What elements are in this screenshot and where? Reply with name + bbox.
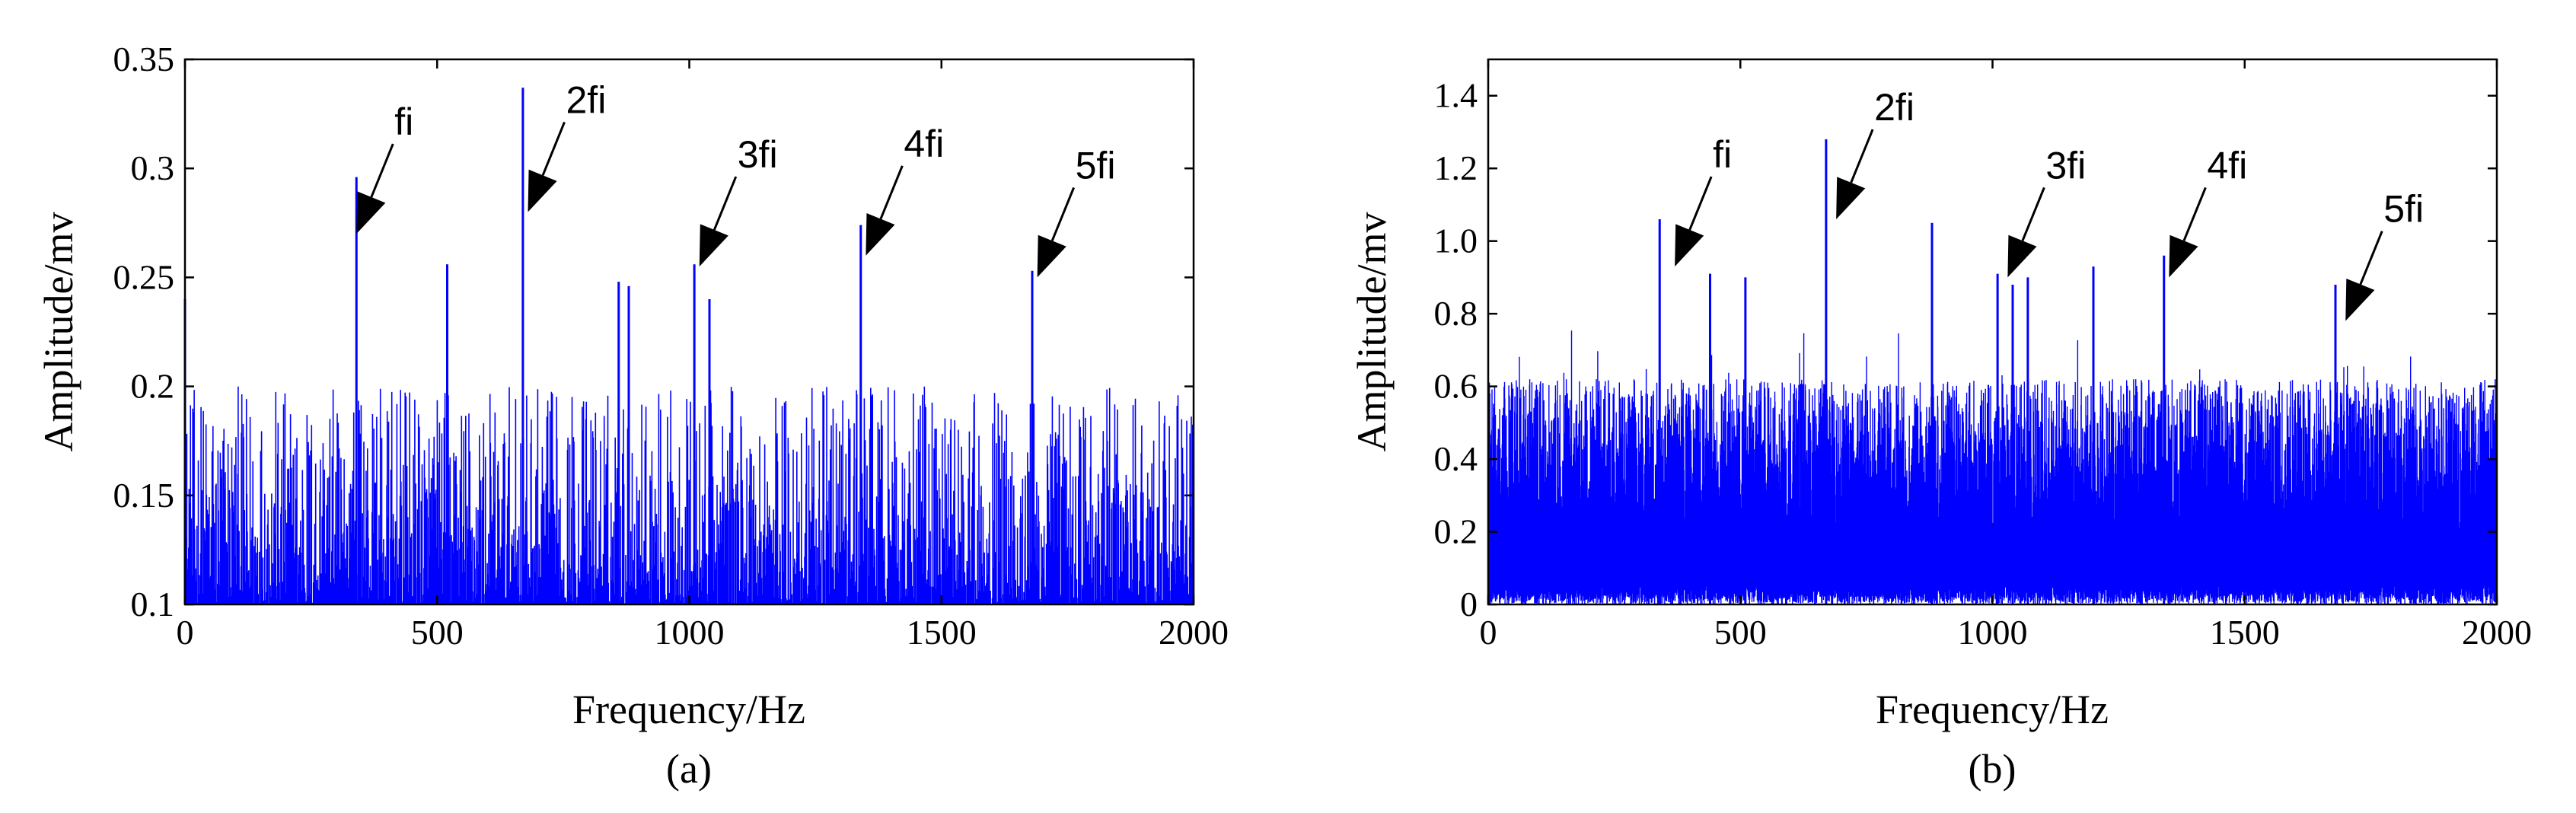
panel-a-annotations: fi 2fi 3fi 4fi 5fi: [356, 78, 1116, 278]
panel-b-arrow-shaft-0: [1688, 176, 1713, 231]
panel-a-annotation-label-1: 2fi: [566, 78, 607, 121]
panel-a-x-ticks: 0 500 1000 1500 2000: [177, 59, 1229, 652]
panel-b-arrow-shaft-1: [1850, 129, 1874, 183]
panel-a-x-tick-label-0: 0: [177, 613, 194, 652]
panel-b-arrow-head-2: [2007, 234, 2037, 278]
panel-a-y-tick-label-5: 0.35: [113, 40, 175, 78]
panel-a-y-tick-label-1: 0.15: [113, 476, 175, 515]
panel-a-arrow-shaft-2: [713, 176, 738, 231]
panel-b-x-tick-label-0: 0: [1480, 613, 1497, 652]
panel-b-annotation-label-2: 3fi: [2045, 144, 2086, 187]
panel-b-arrow-head-3: [2169, 234, 2198, 278]
panel-a: 0 500 1000 1500 2000 0.1 0.15 0.2 0.25 0.3 0.35 f…: [36, 40, 1229, 792]
panel-b-annotation-label-3: 4fi: [2207, 144, 2247, 187]
panel-a-annotation-label-0: fi: [394, 100, 413, 143]
panel-a-arrow-shaft-1: [541, 121, 566, 176]
panel-b-annotations: fi 2fi 3fi 4fi 5fi: [1675, 86, 2424, 321]
panel-a-x-tick-label-1: 500: [411, 613, 464, 652]
panel-a-x-axis-title: Frequency/Hz: [572, 687, 805, 732]
panel-a-peaks: [183, 88, 1034, 604]
panel-a-x-tick-label-3: 1500: [907, 613, 977, 652]
panel-b-y-tick-label-4: 0.8: [1434, 294, 1478, 333]
panel-b-x-axis-title: Frequency/Hz: [1876, 687, 2109, 732]
panel-a-y-tick-label-4: 0.3: [131, 148, 175, 187]
panel-b-x-tick-label-2: 1000: [1958, 613, 2028, 652]
panel-b-spectrum: [1487, 330, 2498, 604]
panel-a-arrow-shaft-4: [1050, 187, 1076, 241]
panel-b-y-tick-label-3: 0.6: [1434, 367, 1478, 406]
panel-b-y-tick-label-7: 1.4: [1434, 76, 1478, 115]
panel-b-annotation-label-4: 5fi: [2383, 188, 2424, 231]
panel-a-x-tick-label-4: 2000: [1159, 613, 1229, 652]
panel-a-y-tick-label-2: 0.2: [131, 367, 175, 406]
panel-b-y-tick-label-1: 0.2: [1434, 512, 1478, 551]
panel-b-x-tick-label-3: 1500: [2210, 613, 2280, 652]
panel-b: 0 500 1000 1500 2000 00.20.40.60.81.01.21.4 …: [1349, 58, 2532, 792]
panel-a-x-tick-label-2: 1000: [655, 613, 725, 652]
panel-a-arrow-head-2: [699, 224, 728, 267]
panel-b-arrow-shaft-2: [2021, 187, 2045, 241]
panel-a-arrow-head-4: [1037, 234, 1066, 278]
panel-b-y-tick-label-2: 0.4: [1434, 439, 1478, 478]
panel-b-arrow-head-4: [2345, 278, 2375, 321]
panel-b-x-ticks: 0 500 1000 1500 2000: [1480, 59, 2532, 652]
panel-b-arrow-shaft-3: [2182, 187, 2207, 241]
panel-b-y-ticks: 0 0.2 0.4 0.6 0.8 1.0 1.2 1.4: [1434, 76, 2497, 623]
panel-b-y-tick-label-5: 1.0: [1434, 222, 1478, 260]
panel-a-label: (a): [666, 746, 712, 792]
panel-a-y-tick-label-0: 0.1: [131, 585, 175, 623]
panel-b-arrow-shaft-4: [2359, 231, 2383, 285]
panel-b-x-tick-label-4: 2000: [2462, 613, 2532, 652]
panel-a-arrow-shaft-0: [370, 143, 394, 198]
panel-b-x-tick-label-1: 500: [1714, 613, 1767, 652]
panel-b-annotation-label-0: fi: [1713, 133, 1732, 176]
panel-a-y-axis-title: Amplitude/mv: [36, 212, 81, 452]
panel-b-peaks: [1658, 139, 2337, 604]
panel-a-noise-spectrum: [185, 386, 1194, 604]
panel-b-y-tick-label-0: 0: [1460, 585, 1478, 623]
panel-b-arrow-head-1: [1836, 177, 1866, 220]
panel-b-label: (b): [1969, 746, 2016, 792]
panel-a-arrow-head-0: [356, 191, 386, 234]
panel-a-arrow-head-3: [866, 213, 895, 256]
panel-a-arrow-head-1: [528, 169, 557, 212]
panel-a-y-ticks: 0.1 0.15 0.2 0.25 0.3 0.35: [113, 40, 1194, 623]
panel-a-y-tick-label-3: 0.25: [113, 257, 175, 296]
panel-a-arrow-shaft-3: [879, 165, 904, 220]
panel-b-y-axis-title: Amplitude/mv: [1349, 212, 1395, 452]
panel-b-arrow-head-0: [1675, 224, 1704, 267]
panel-a-annotation-label-3: 4fi: [904, 123, 944, 165]
panel-b-noise-spectrum: [1487, 330, 2498, 604]
panel-a-spectrum: [185, 386, 1194, 604]
panel-b-y-tick-label-6: 1.2: [1434, 148, 1478, 187]
panel-a-annotation-label-2: 3fi: [738, 133, 778, 176]
panel-b-annotation-label-1: 2fi: [1874, 86, 1914, 129]
panel-a-annotation-label-4: 5fi: [1076, 144, 1116, 187]
